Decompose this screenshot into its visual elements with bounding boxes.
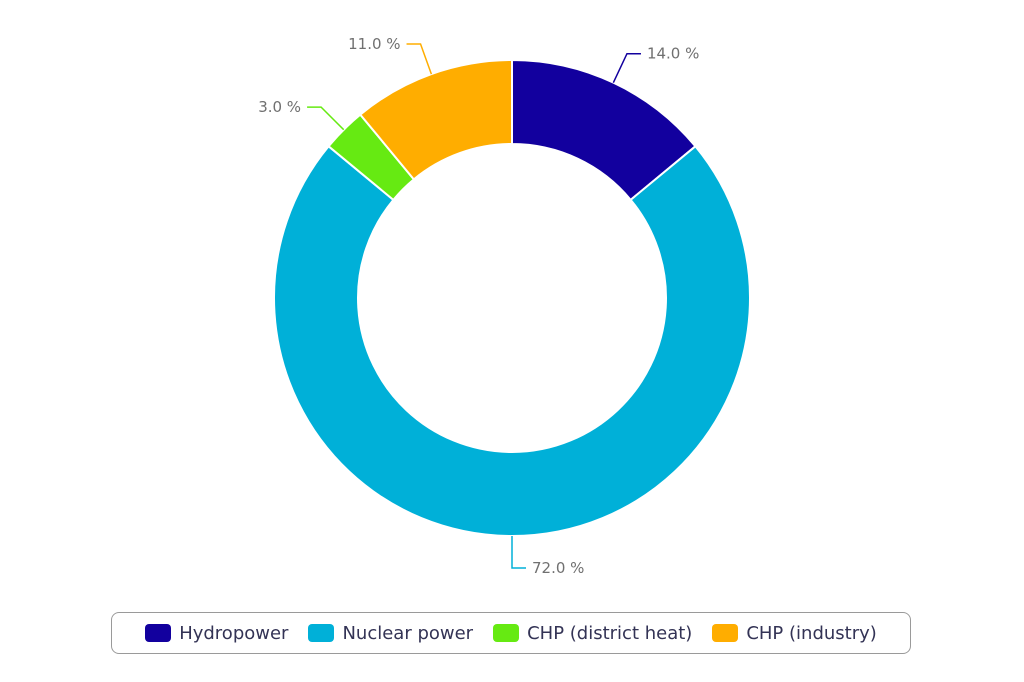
connector-hydropower (612, 52, 641, 83)
data-label-chp-industry: 11.0 % (348, 35, 400, 53)
connector-chp-industry (406, 43, 433, 75)
legend-item-nuclear-power[interactable]: Nuclear power (308, 623, 473, 644)
connector-chp-district-heat (307, 106, 345, 131)
data-label-chp-district-heat: 3.0 % (258, 98, 301, 116)
legend-swatch-chp-district-heat (493, 624, 520, 642)
data-labels: 14.0 % 72.0 % 3.0 % 11.0 % (258, 35, 699, 577)
slice-chp-industry[interactable] (358, 58, 513, 181)
chart-legend: Hydropower Nuclear power CHP (district h… (111, 612, 911, 654)
legend-label-chp-district-heat: CHP (district heat) (527, 622, 693, 644)
legend-swatch-hydropower (145, 624, 172, 642)
data-label-connectors (307, 43, 641, 569)
legend-swatch-nuclear-power (308, 624, 335, 642)
legend-label-hydropower: Hydropower (179, 622, 289, 644)
donut-chart: 14.0 % 72.0 % 3.0 % 11.0 % (258, 35, 751, 577)
legend-item-chp-district-heat[interactable]: CHP (district heat) (493, 623, 692, 644)
legend-swatch-chp-industry (712, 624, 739, 642)
legend-item-hydropower[interactable]: Hydropower (145, 623, 288, 644)
connector-nuclear-power (511, 536, 526, 569)
legend-label-nuclear-power: Nuclear power (342, 622, 474, 644)
data-label-hydropower: 14.0 % (647, 45, 699, 63)
data-label-nuclear-power: 72.0 % (532, 559, 584, 577)
legend-label-chp-industry: CHP (industry) (746, 622, 877, 644)
legend-item-chp-industry[interactable]: CHP (industry) (712, 622, 877, 644)
slice-nuclear-power[interactable] (273, 144, 751, 537)
donut-slices (273, 58, 751, 537)
